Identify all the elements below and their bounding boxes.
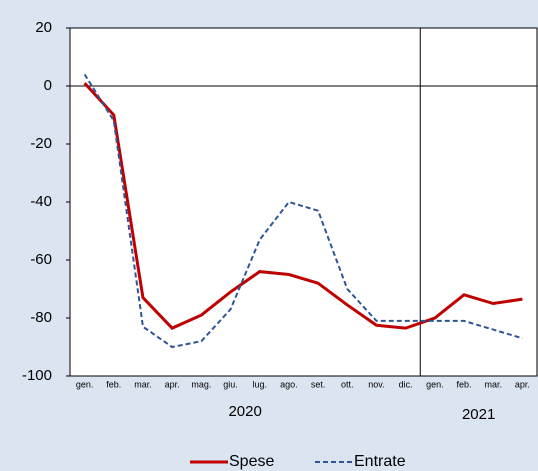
x-tick-label: apr. — [515, 379, 530, 389]
series-line — [83, 82, 523, 330]
x-tick-label: dic. — [399, 379, 413, 389]
y-tick-label: 20 — [35, 19, 52, 36]
x-tick-label: mar. — [484, 379, 502, 389]
x-tick-label: gen. — [426, 379, 444, 389]
x-tick-label: lug. — [252, 379, 267, 389]
x-tick-label: mag. — [191, 379, 211, 389]
y-tick-label: -20 — [30, 135, 52, 152]
x-tick-label: nov. — [368, 379, 384, 389]
y-tick-label: -60 — [30, 251, 52, 268]
x-tick-label: giu. — [223, 379, 238, 389]
x-tick-label: ago. — [280, 379, 298, 389]
year-label: 2021 — [462, 406, 495, 423]
x-tick-label: apr. — [165, 379, 180, 389]
y-tick-label: -40 — [30, 193, 52, 210]
y-tick-label: 0 — [44, 77, 52, 94]
x-tick-label: feb. — [457, 379, 472, 389]
y-tick-label: -80 — [30, 309, 52, 326]
x-tick-label: set. — [311, 379, 326, 389]
x-tick-label: ott. — [341, 379, 354, 389]
x-tick-label: gen. — [76, 379, 94, 389]
plot-area — [69, 27, 538, 377]
series-line — [83, 73, 523, 349]
x-tick-label: feb. — [106, 379, 121, 389]
year-label: 2020 — [228, 403, 261, 420]
legend-label: Spese — [229, 453, 274, 470]
y-tick-label: -100 — [22, 367, 52, 384]
legend-label: Entrate — [354, 453, 406, 470]
x-tick-label: mar. — [134, 379, 152, 389]
